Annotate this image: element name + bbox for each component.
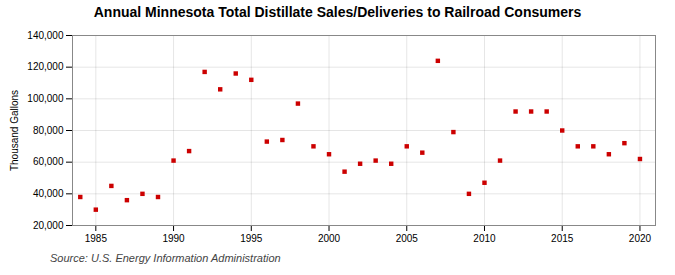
svg-text:100,000: 100,000 bbox=[27, 93, 64, 104]
svg-text:2015: 2015 bbox=[551, 233, 574, 244]
svg-text:80,000: 80,000 bbox=[33, 125, 64, 136]
svg-text:2020: 2020 bbox=[629, 233, 652, 244]
svg-text:1990: 1990 bbox=[162, 233, 185, 244]
svg-text:140,000: 140,000 bbox=[27, 30, 64, 41]
svg-text:60,000: 60,000 bbox=[33, 156, 64, 167]
svg-text:40,000: 40,000 bbox=[33, 188, 64, 199]
svg-text:Thousand Gallons: Thousand Gallons bbox=[9, 90, 20, 171]
html-text:Source: U.S. Energy Informatio: Source: U.S. Energy Information Administ… bbox=[50, 252, 281, 264]
html-text:Annual Minnesota Total Distill: Annual Minnesota Total Distillate Sales/… bbox=[93, 4, 582, 20]
svg-text:2000: 2000 bbox=[318, 233, 341, 244]
svg-text:20,000: 20,000 bbox=[33, 220, 64, 231]
svg-text:1995: 1995 bbox=[240, 233, 263, 244]
svg-text:1985: 1985 bbox=[85, 233, 108, 244]
svg-text:2010: 2010 bbox=[473, 233, 496, 244]
svg-text:2005: 2005 bbox=[396, 233, 419, 244]
svg-text:120,000: 120,000 bbox=[27, 61, 64, 72]
